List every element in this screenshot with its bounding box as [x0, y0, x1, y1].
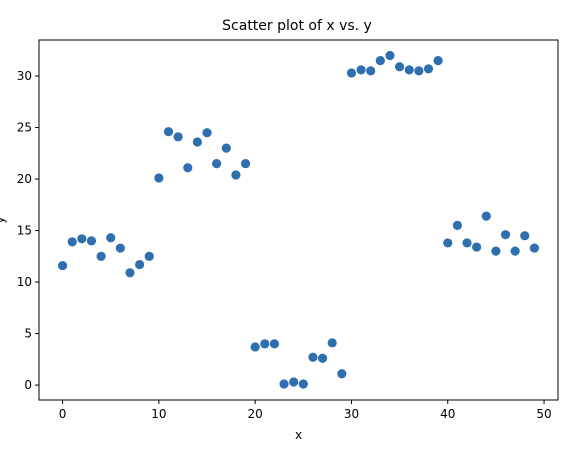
chart-title: Scatter plot of x vs. y [222, 18, 372, 34]
data-point [163, 127, 174, 137]
y-tick-label: 30 [17, 69, 32, 83]
data-point [433, 56, 443, 66]
data-point [346, 68, 357, 78]
x-tick-label: 10 [151, 407, 166, 421]
data-point [510, 246, 520, 256]
data-point [366, 66, 376, 76]
data-point [423, 64, 434, 74]
data-point [221, 143, 231, 153]
data-point [57, 260, 68, 271]
y-tick-label: 20 [17, 172, 32, 186]
data-point [279, 379, 289, 389]
data-point [154, 173, 164, 183]
data-point [472, 242, 482, 252]
y-tick-label: 5 [24, 327, 32, 341]
data-point [202, 128, 212, 138]
x-tick-label: 20 [248, 407, 263, 421]
data-point [327, 338, 337, 348]
data-point [298, 379, 308, 389]
data-point [481, 211, 491, 221]
data-point [452, 220, 462, 231]
data-point [144, 251, 154, 261]
y-axis-label: y [0, 216, 7, 223]
data-point [77, 234, 87, 244]
data-point [192, 137, 202, 147]
data-point [212, 159, 222, 169]
x-axis-ticks: 0 10 20 30 40 50 [59, 400, 552, 421]
x-tick-label: 50 [536, 407, 551, 421]
y-tick-label: 25 [17, 121, 32, 135]
data-point [260, 339, 270, 349]
data-point [308, 352, 318, 362]
data-point [462, 238, 472, 248]
data-point [491, 246, 501, 256]
data-point [96, 251, 106, 261]
y-tick-label: 15 [17, 224, 32, 238]
y-tick-label: 0 [24, 378, 32, 392]
data-point [289, 377, 299, 387]
data-point [106, 233, 116, 243]
data-point [500, 230, 511, 240]
data-point [250, 342, 260, 352]
data-point [269, 339, 280, 349]
y-axis-ticks: 0 5 10 15 20 25 30 [17, 69, 39, 392]
data-point [414, 66, 424, 76]
plot-area-frame [38, 39, 559, 401]
x-tick-label: 40 [440, 407, 455, 421]
x-axis-label: x [295, 428, 302, 442]
data-point [67, 237, 77, 247]
data-point [115, 243, 125, 253]
data-point [337, 369, 347, 379]
data-point [125, 268, 135, 278]
data-point [240, 159, 251, 169]
data-point [183, 163, 193, 173]
data-point [317, 353, 328, 363]
data-point [86, 236, 97, 246]
x-tick-label: 30 [344, 407, 359, 421]
x-tick-label: 0 [59, 407, 67, 421]
data-point [520, 231, 530, 241]
data-point [135, 259, 145, 270]
data-point [385, 50, 395, 61]
data-point [375, 56, 385, 66]
data-point [443, 238, 453, 248]
data-point [231, 170, 241, 180]
data-point [404, 65, 414, 75]
data-point [395, 62, 405, 72]
data-point [356, 65, 366, 75]
data-points [57, 50, 540, 389]
data-point [529, 243, 540, 253]
data-point [173, 132, 183, 142]
y-tick-label: 10 [17, 275, 32, 289]
